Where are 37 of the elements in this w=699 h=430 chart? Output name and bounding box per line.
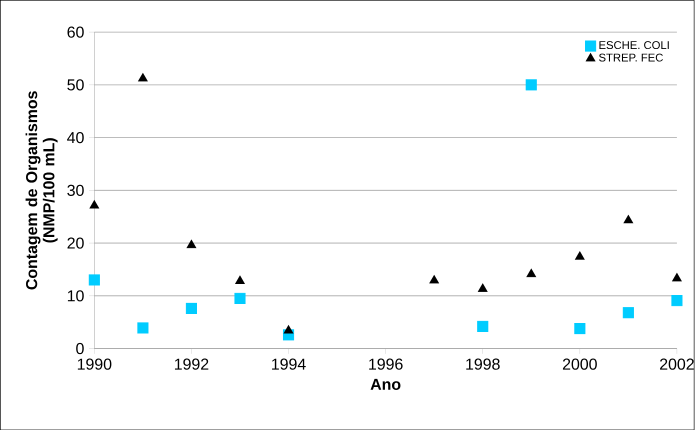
point xyxy=(284,324,294,334)
y-tick-label: 60 xyxy=(68,26,84,38)
y-axis-title: Contagem de Organismos (NMP/100 mL) xyxy=(26,91,58,290)
point xyxy=(574,251,585,260)
x-tick-label: 1996 xyxy=(369,358,403,370)
y-tick-label: 0 xyxy=(76,342,84,354)
point xyxy=(478,283,488,292)
point xyxy=(234,292,246,304)
y-tick-label: 20 xyxy=(68,237,84,249)
point xyxy=(477,320,488,332)
x-tick-label: 1992 xyxy=(174,358,208,370)
point xyxy=(622,306,634,318)
y-tick-label: 50 xyxy=(67,79,84,90)
y-tick-label: 30 xyxy=(67,184,84,196)
point xyxy=(138,72,148,82)
x-tick-label: 2002 xyxy=(660,358,694,370)
legend-label: STREP. FEC xyxy=(599,53,663,62)
point xyxy=(574,322,586,334)
x-tick-label: 2000 xyxy=(562,358,597,370)
point xyxy=(89,200,100,208)
x-tick-label: 1990 xyxy=(78,358,112,370)
point xyxy=(137,322,148,334)
y-tick-label: 40 xyxy=(67,132,84,144)
x-tick-label: 1998 xyxy=(466,358,500,370)
point xyxy=(624,214,634,224)
point xyxy=(672,272,682,282)
point xyxy=(88,274,100,286)
point xyxy=(429,274,440,284)
x-tick-label: 1994 xyxy=(272,358,306,370)
point xyxy=(235,275,245,284)
point xyxy=(186,239,196,248)
point xyxy=(186,302,197,314)
y-tick-label: 10 xyxy=(68,290,84,302)
x-axis-title: Ano xyxy=(370,378,400,390)
point xyxy=(671,294,682,306)
point xyxy=(526,268,536,277)
legend-label: ESCHE. COLI xyxy=(599,40,669,49)
